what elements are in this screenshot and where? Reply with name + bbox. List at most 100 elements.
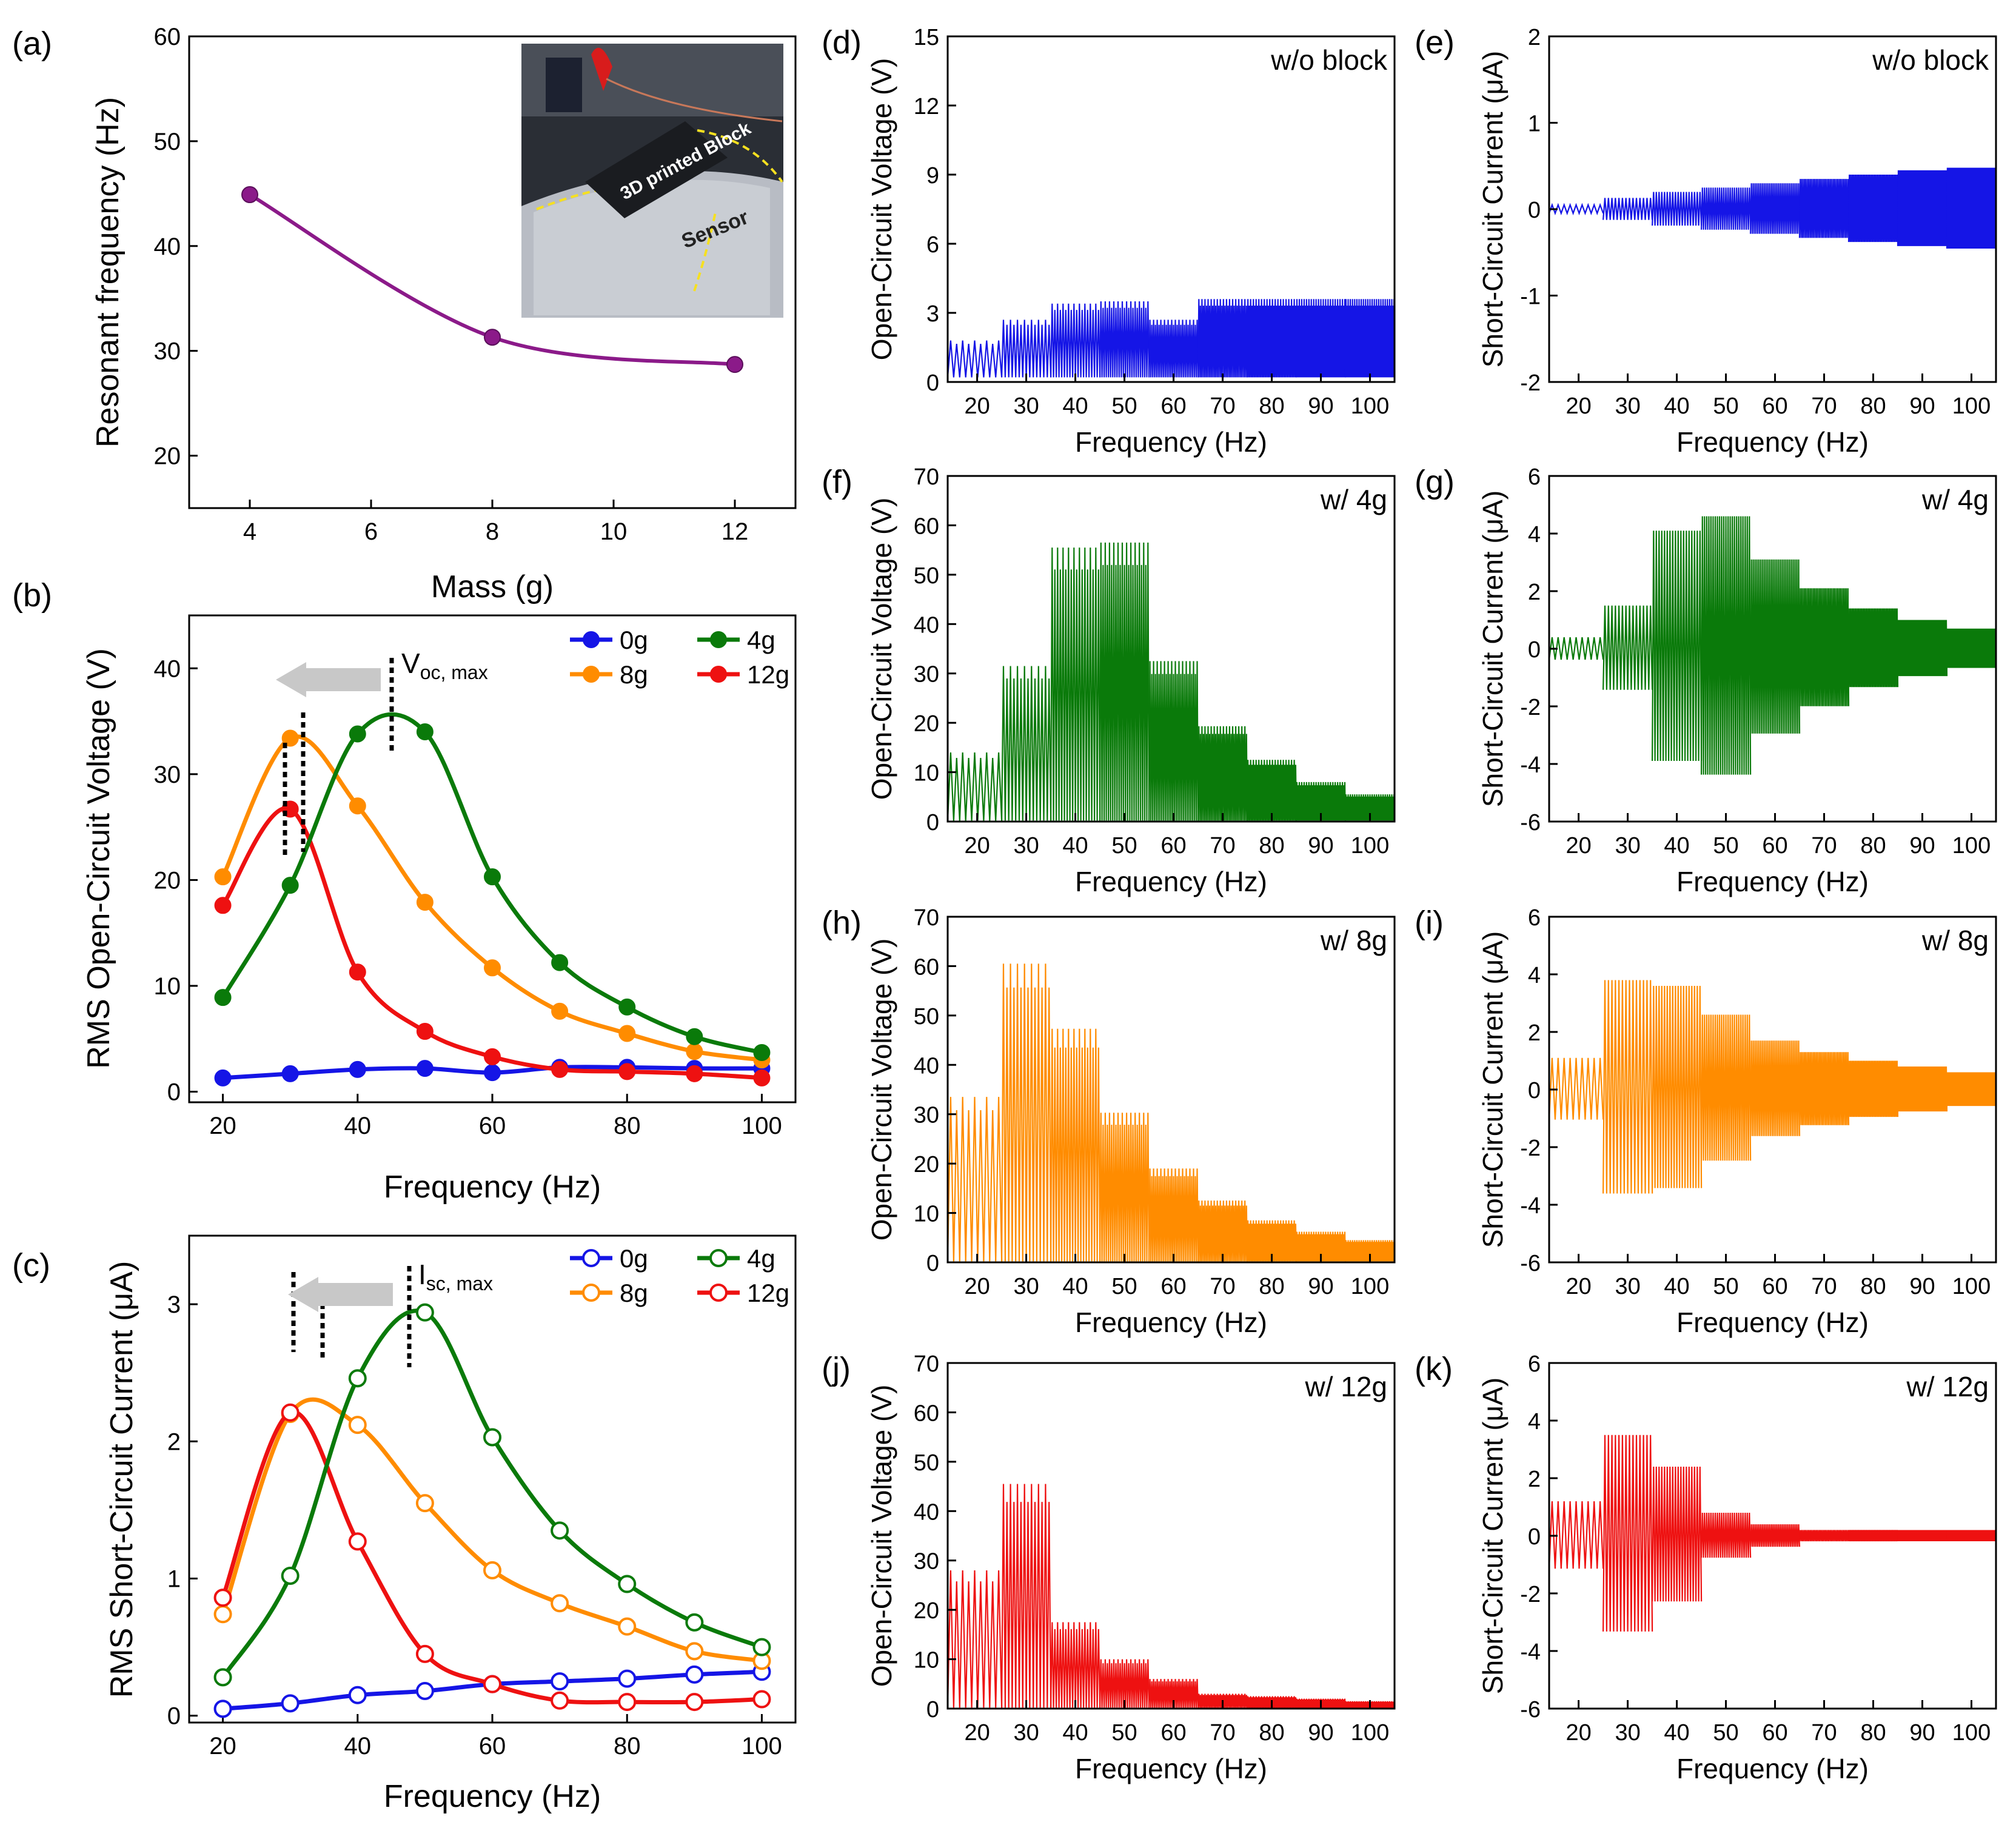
panel-h-signal-segment (946, 1097, 1003, 1262)
panel-b-series-8g-point (214, 868, 232, 886)
panel-b-series-0g-point (281, 1065, 299, 1082)
panel-c-series-0g-point (415, 1681, 434, 1700)
panel-c-ytick-label: 1 (167, 1565, 181, 1592)
panel-j-signal (946, 1484, 1396, 1708)
panel-k-xtick-label: 100 (1952, 1720, 1991, 1746)
panel-c-series-12g-point (752, 1690, 771, 1709)
panel-c-legend-marker-8g (582, 1284, 600, 1302)
panel-h-xtick-label: 100 (1351, 1274, 1389, 1299)
panel-e-ytick-label: 1 (1528, 112, 1541, 137)
panel-k-signal (1548, 1435, 1997, 1632)
panel-j: 20 30 40 50 60 70 80 90 100 0 10 20 30 40 50 60 70 (j) w/ … (822, 1351, 1396, 1784)
panel-c-xtick-label: 100 (742, 1733, 782, 1760)
panel-e-signal-segment (1946, 167, 1997, 249)
panel-g-ytick-label: 6 (1528, 464, 1541, 490)
panel-h-condition-label: w/ 8g (1320, 925, 1387, 956)
panel-d-ytick-label: 6 (926, 232, 939, 258)
panel-g-signal-segment (1602, 605, 1653, 690)
panel-h-signal-segment (1344, 1240, 1396, 1262)
panel-g-signal-segment (1548, 637, 1604, 660)
panel-k-signal-segment (1946, 1530, 1997, 1542)
panel-g-ylabel: Short-Circuit Current (μA) (1477, 491, 1509, 807)
panel-e-xtick-label: 20 (1566, 393, 1591, 419)
panel-c-xtick-label: 40 (344, 1733, 372, 1760)
panel-e-ylabel: Short-Circuit Current (μA) (1477, 51, 1509, 367)
panel-c-series-0g-point (281, 1694, 300, 1713)
panel-f-signal-segment (1099, 542, 1150, 821)
panel-h-frame (946, 916, 1396, 1264)
panel-b-xlabel: Frequency (Hz) (384, 1170, 601, 1205)
panel-d-xtick-label: 20 (964, 393, 990, 419)
panel-c-series-0g-point (685, 1665, 704, 1684)
panel-c-xtick-label: 60 (479, 1733, 506, 1760)
panel-d-ytick-label: 0 (926, 370, 939, 396)
panel-b-series-12g-point (618, 1063, 636, 1080)
panel-b-legend-label-0g: 0g (620, 626, 648, 654)
panel-d-xtick-label: 90 (1308, 393, 1333, 419)
panel-g-ytick-label: 4 (1528, 522, 1541, 548)
panel-j-ytick-label: 10 (914, 1648, 939, 1673)
panel-h-xtick-label: 20 (964, 1274, 990, 1299)
panel-d-xtick-label: 60 (1160, 393, 1186, 419)
panel-d-signal-segment (1050, 303, 1101, 378)
panel-a-plot (241, 186, 743, 373)
panel-a: (a) 4 6 8 10 12 20 30 40 50 60 Mass (g) Resonant … (12, 24, 797, 604)
panel-b-series-4g-point (281, 877, 299, 894)
panel-c-series-4g-point (483, 1428, 501, 1447)
panel-a-ylabel: Resonant frequency (Hz) (90, 97, 126, 447)
panel-d-ylabel: Open-Circuit Voltage (V) (866, 58, 897, 361)
panel-k-xtick-label: 80 (1860, 1720, 1886, 1746)
panel-d-ticks: 20 30 40 50 60 70 80 90 100 0 3 6 9 12 15 (914, 25, 1389, 419)
panel-g-xtick-label: 80 (1860, 833, 1886, 859)
panel-d-signal (946, 299, 1396, 378)
panel-a-xtick-label: 12 (722, 518, 749, 545)
panel-c-series-12g-point (415, 1644, 434, 1663)
panel-d-signal-segment (1001, 320, 1052, 378)
panel-i-signal (1548, 980, 1997, 1194)
panel-e-signal-segment (1652, 192, 1703, 226)
panel-b-xtick-label: 20 (209, 1113, 236, 1139)
panel-b-series-12g-point (349, 963, 366, 981)
panel-j-ytick-label: 40 (914, 1499, 939, 1525)
panel-e-signal-segment (1602, 198, 1653, 220)
panel-b-series-12g-point (551, 1060, 569, 1078)
panel-a-xlabel: Mass (g) (431, 569, 554, 604)
panel-h-ytick-label: 0 (926, 1251, 939, 1276)
panel-d-xtick-label: 70 (1210, 393, 1235, 419)
panel-g-signal-segment (1798, 588, 1850, 706)
panel-j-frame (946, 1362, 1396, 1710)
panel-h-signal (946, 963, 1396, 1262)
panel-f-signal-segment (1246, 760, 1298, 821)
panel-g-condition-label: w/ 4g (1921, 484, 1989, 515)
panel-c-series-4g-point (752, 1638, 771, 1656)
panel-j-xtick-label: 90 (1308, 1720, 1333, 1746)
panel-f-ytick-label: 60 (914, 514, 939, 539)
panel-j-xtick-label: 30 (1013, 1720, 1039, 1746)
panel-b-ytick-label: 40 (154, 655, 181, 682)
panel-h-ylabel: Open-Circuit Voltage (V) (866, 939, 897, 1241)
panel-h-signal-segment (1295, 1231, 1347, 1262)
panel-d-signal-segment (1295, 299, 1347, 378)
panel-h-signal-segment (1050, 1028, 1101, 1262)
panel-b-series-4g-point (686, 1028, 703, 1045)
panel-j-ytick-label: 50 (914, 1450, 939, 1476)
panel-c-series-4g-point (415, 1303, 434, 1322)
panel-c-series-12g-point (213, 1589, 232, 1607)
panel-g-xtick-label: 40 (1664, 833, 1689, 859)
panel-c-series-8g-point (618, 1617, 637, 1636)
panel-j-ytick-label: 0 (926, 1697, 939, 1723)
panel-k-signal-segment (1750, 1524, 1801, 1547)
panel-j-signal-segment (1099, 1659, 1150, 1708)
panel-i-ytick-label: 4 (1528, 963, 1541, 988)
panel-g-letter: (g) (1415, 464, 1455, 500)
panel-k-xtick-label: 40 (1664, 1720, 1689, 1746)
panel-i-xtick-label: 60 (1762, 1274, 1787, 1299)
inset-photo-block (585, 121, 728, 218)
panel-b-shift-arrow (276, 662, 381, 697)
panel-f-signal-segment (946, 752, 1003, 821)
panel-b-xtick-label: 80 (614, 1113, 641, 1139)
panel-b-legend: 0g 4g 8g 12g (570, 626, 789, 689)
panel-j-ytick-label: 60 (914, 1401, 939, 1426)
panel-i-signal-segment (1602, 980, 1653, 1194)
